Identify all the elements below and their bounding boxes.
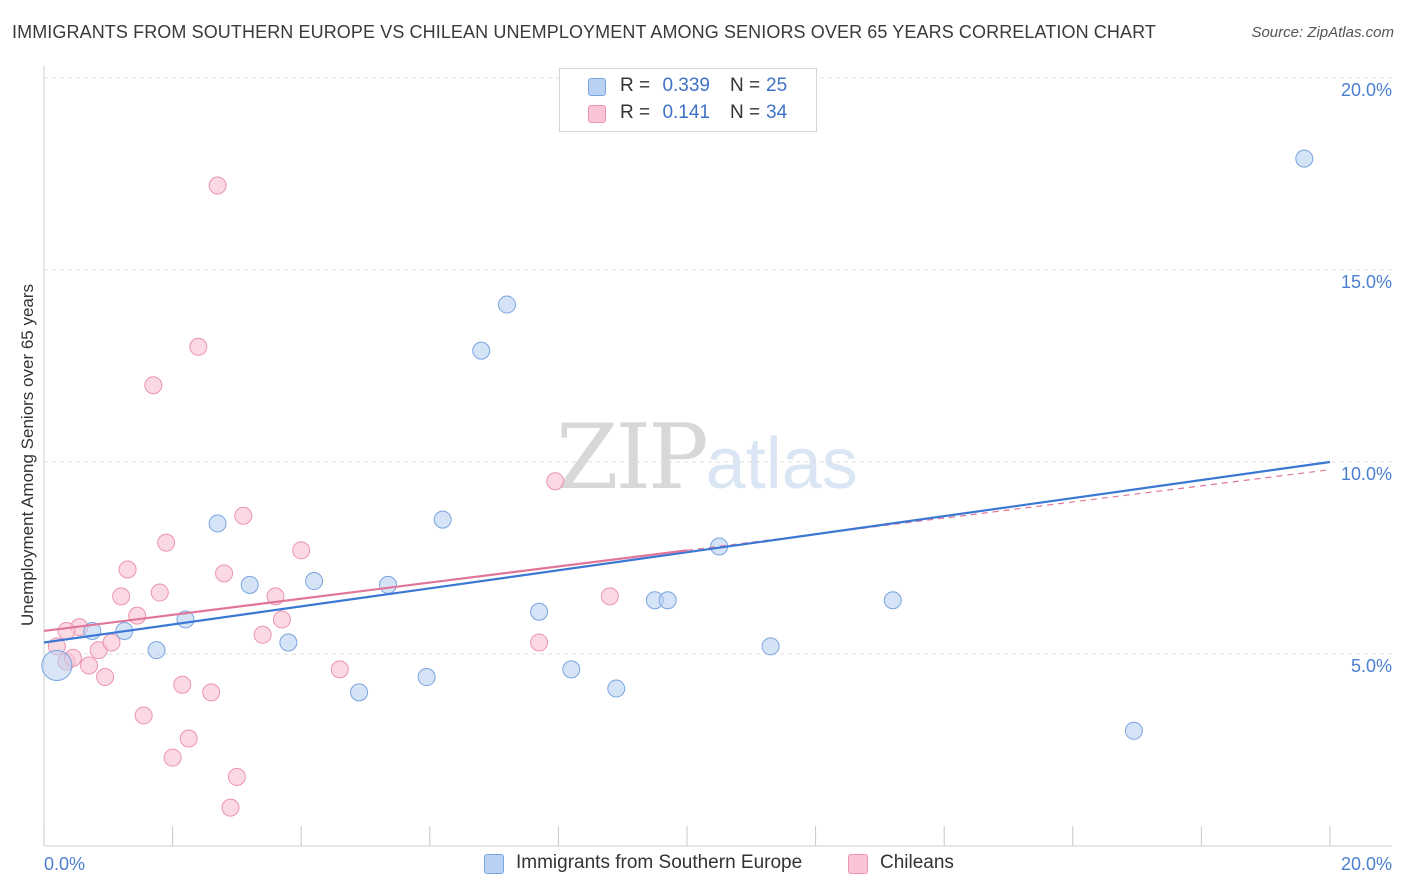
legend-r-label: R =: [620, 75, 651, 96]
x-tick-label: 0.0%: [44, 854, 85, 874]
legend-n-value: 34: [766, 102, 788, 123]
chart-title: IMMIGRANTS FROM SOUTHERN EUROPE VS CHILE…: [12, 22, 1156, 42]
data-point-southern-europe: [41, 650, 73, 682]
data-point-southern-europe: [147, 641, 166, 660]
legend-r-value: 0.141: [662, 102, 710, 123]
data-point-chileans: [221, 798, 240, 817]
data-point-southern-europe: [761, 637, 780, 656]
data-point-chileans: [173, 675, 192, 694]
legend-row-series2: R = 0.141 N = 34: [560, 102, 816, 126]
data-point-chileans: [330, 660, 349, 679]
legend-r-value: 0.339: [662, 75, 710, 96]
y-tick-label: 10.0%: [1341, 464, 1392, 484]
data-point-chileans: [57, 621, 76, 640]
data-point-southern-europe: [208, 514, 227, 533]
data-point-southern-europe: [883, 591, 902, 610]
data-point-southern-europe: [1295, 149, 1314, 168]
bottom-legend-series2-label: Chileans: [880, 852, 954, 873]
bottom-legend-series1-label: Immigrants from Southern Europe: [516, 852, 803, 873]
trend-line-chileans-extension: [686, 469, 1331, 551]
data-point-chileans: [144, 376, 163, 395]
y-tick-label: 5.0%: [1351, 656, 1392, 676]
data-point-southern-europe: [305, 572, 324, 591]
data-point-chileans: [227, 767, 246, 786]
legend-n-label: N =: [730, 102, 761, 123]
data-point-chileans: [157, 533, 176, 552]
data-point-southern-europe: [240, 575, 259, 594]
data-point-chileans: [600, 587, 619, 606]
data-point-southern-europe: [417, 668, 436, 687]
legend-n-label: N =: [730, 75, 761, 96]
x-tick-label: 20.0%: [1341, 854, 1392, 874]
trend-line-southern-europe: [43, 460, 1331, 644]
data-point-southern-europe: [472, 341, 491, 360]
correlation-legend: R = 0.339 N = 25 R = 0.141 N = 34: [559, 68, 817, 132]
data-point-southern-europe: [279, 633, 298, 652]
legend-n-value: 25: [766, 75, 788, 96]
data-point-chileans: [546, 472, 565, 491]
data-point-chileans: [253, 625, 272, 644]
data-point-chileans: [292, 541, 311, 560]
series1-swatch: [484, 854, 504, 874]
data-point-chileans: [96, 668, 115, 687]
series2-swatch: [588, 105, 606, 123]
y-tick-label: 15.0%: [1341, 272, 1392, 292]
series1-swatch: [588, 78, 606, 96]
source-label: Source: ZipAtlas.com: [1251, 24, 1394, 41]
series2-swatch: [848, 854, 868, 874]
data-point-chileans: [118, 560, 137, 579]
data-point-southern-europe: [658, 591, 677, 610]
data-point-southern-europe: [497, 295, 516, 314]
data-point-chileans: [234, 506, 253, 525]
data-point-southern-europe: [530, 602, 549, 621]
data-point-southern-europe: [1124, 721, 1143, 740]
data-point-chileans: [530, 633, 549, 652]
data-point-chileans: [163, 748, 182, 767]
data-point-chileans: [112, 587, 131, 606]
data-point-chileans: [150, 583, 169, 602]
legend-row-series1: R = 0.339 N = 25: [560, 75, 816, 99]
legend-r-label: R =: [620, 102, 651, 123]
data-point-chileans: [179, 729, 198, 748]
data-point-chileans: [215, 564, 234, 583]
data-point-southern-europe: [379, 575, 398, 594]
data-point-chileans: [189, 337, 208, 356]
data-point-chileans: [128, 606, 147, 625]
trend-line-chileans: [43, 549, 688, 633]
y-tick-label: 20.0%: [1341, 80, 1392, 100]
bottom-legend: Immigrants from Southern Europe Chileans: [0, 852, 1406, 878]
data-point-chileans: [202, 683, 221, 702]
data-point-chileans: [80, 656, 99, 675]
data-point-chileans: [208, 176, 227, 195]
data-point-southern-europe: [562, 660, 581, 679]
y-axis-label: Unemployment Among Seniors over 65 years: [18, 283, 37, 627]
data-point-southern-europe: [350, 683, 369, 702]
data-point-chileans: [272, 610, 291, 629]
data-point-southern-europe: [433, 510, 452, 529]
data-point-southern-europe: [607, 679, 626, 698]
data-point-chileans: [134, 706, 153, 725]
